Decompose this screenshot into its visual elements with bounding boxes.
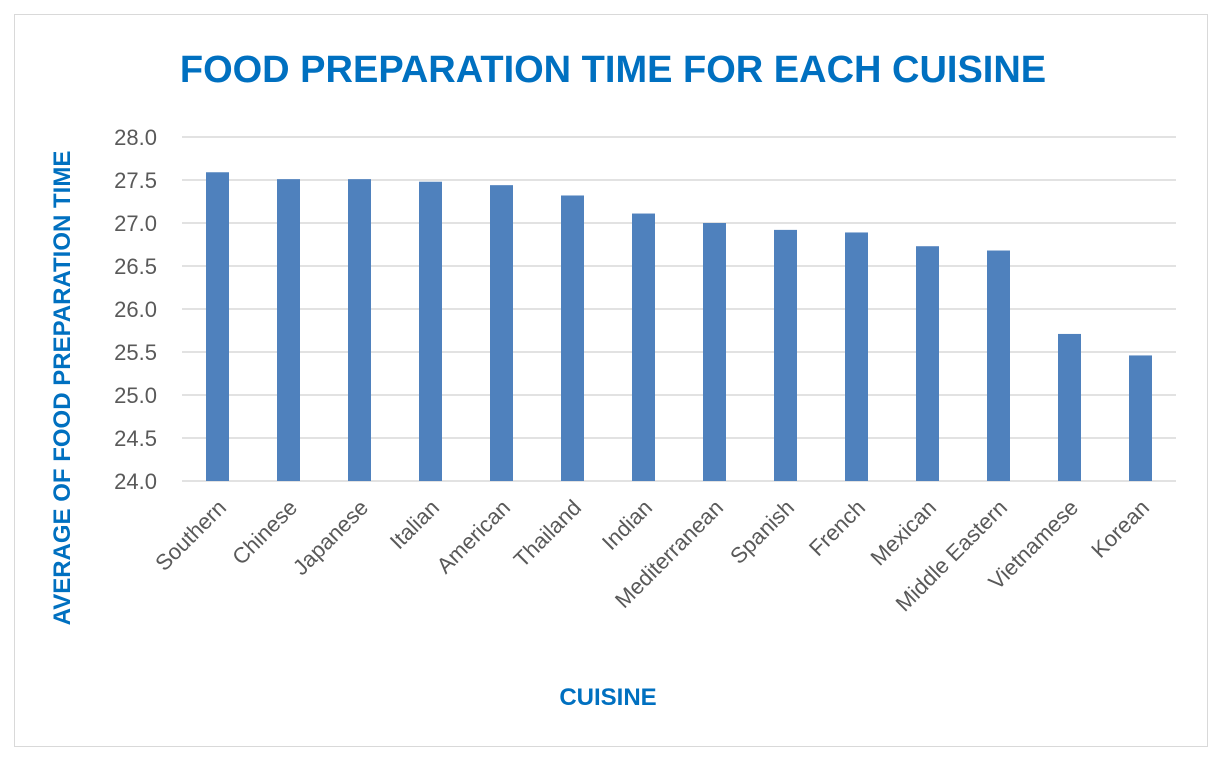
bar-spanish (774, 229, 797, 481)
bar-thailand (561, 195, 584, 482)
x-tick-label: American (432, 495, 515, 578)
bars (206, 172, 1152, 482)
bar-american (490, 185, 513, 481)
x-axis-title: CUISINE (559, 684, 656, 711)
bar-korean (1129, 355, 1152, 481)
bar-chinese (277, 179, 300, 481)
bar-japanese (348, 179, 371, 481)
x-tick-label: Indian (597, 495, 657, 555)
y-tick-label: 28.0 (114, 125, 157, 150)
y-tick-label: 25.5 (114, 340, 157, 365)
y-tick-label: 27.5 (114, 168, 157, 193)
y-tick-label: 25.0 (114, 383, 157, 408)
bar-indian (632, 213, 655, 482)
x-tick-label: Italian (385, 495, 444, 554)
y-tick-label: 24.5 (114, 426, 157, 451)
y-axis-title: AVERAGE OF FOOD PREPARATION TIME (49, 151, 76, 626)
y-tick-label: 26.0 (114, 297, 157, 322)
y-tick-labels: 24.0 24.5 25.0 25.5 26.0 26.5 27.0 27.5 28.0 (114, 125, 157, 494)
bar-middle-eastern (987, 250, 1010, 481)
chart-title: FOOD PREPARATION TIME FOR EACH CUISINE (180, 49, 1046, 91)
bar-italian (419, 181, 442, 481)
x-tick-label: Southern (150, 495, 231, 576)
x-tick-label: Korean (1086, 495, 1154, 563)
y-tick-label: 24.0 (114, 469, 157, 494)
x-tick-label: Japanese (288, 495, 373, 580)
gridlines (182, 136, 1176, 482)
x-tick-label: French (804, 495, 870, 561)
bar-vietnamese (1058, 333, 1081, 481)
y-tick-label: 26.5 (114, 254, 157, 279)
bar-french (845, 232, 868, 481)
bar-mediterranean (703, 223, 726, 481)
x-tick-label: Spanish (725, 495, 799, 569)
bar-mexican (916, 246, 939, 481)
y-tick-label: 27.0 (114, 211, 157, 236)
x-tick-label: Thailand (509, 495, 586, 572)
bar-southern (206, 172, 229, 481)
